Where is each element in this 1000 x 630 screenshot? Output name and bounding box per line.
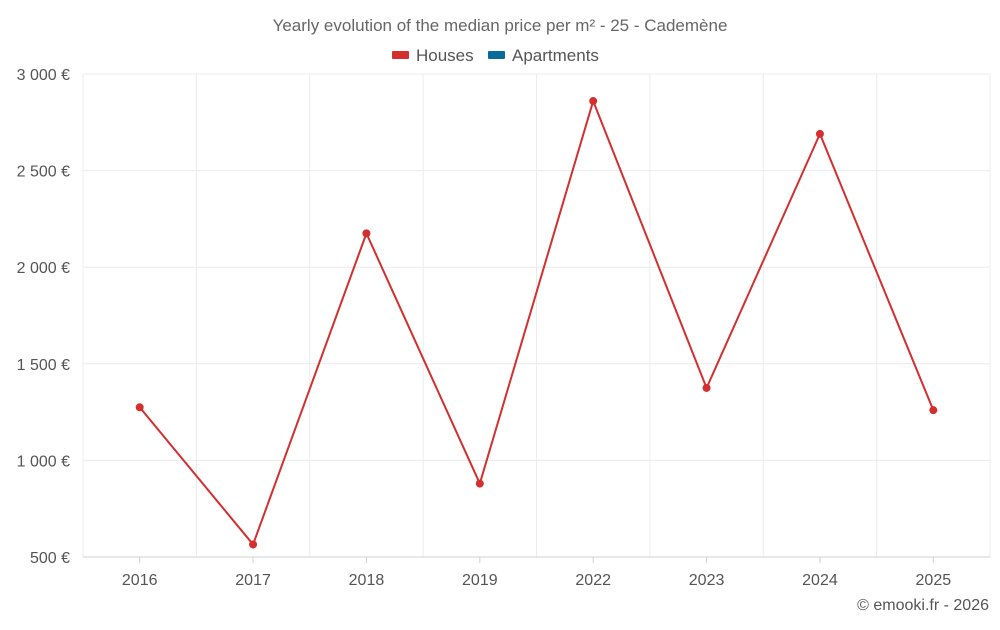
legend-label-apartments: Apartments xyxy=(512,46,599,65)
x-tick-label: 2025 xyxy=(916,572,952,589)
y-tick-label: 3 000 € xyxy=(17,67,70,84)
data-point-houses[interactable] xyxy=(589,97,598,106)
y-tick-label: 2 500 € xyxy=(17,164,70,181)
x-tick-label: 2022 xyxy=(575,572,611,589)
data-point-houses[interactable] xyxy=(362,229,371,238)
x-tick-label: 2024 xyxy=(802,572,838,589)
data-point-houses[interactable] xyxy=(249,540,258,549)
series-layer xyxy=(135,97,938,549)
x-tick-label: 2016 xyxy=(122,572,158,589)
legend-label-houses: Houses xyxy=(416,46,474,65)
data-point-houses[interactable] xyxy=(702,383,711,392)
y-tick-label: 2 000 € xyxy=(17,260,70,277)
data-point-houses[interactable] xyxy=(929,406,938,415)
legend-swatch-houses xyxy=(392,51,409,59)
credit-text: © emooki.fr - 2026 xyxy=(857,597,989,614)
legend-item-apartments[interactable]: Apartments xyxy=(488,46,599,65)
x-tick-label: 2019 xyxy=(462,572,498,589)
x-tick-label: 2023 xyxy=(689,572,725,589)
y-tick-label: 1 500 € xyxy=(17,357,70,374)
data-point-houses[interactable] xyxy=(135,403,144,412)
y-axis-ticks: 500 € 1 000 € 1 500 € 2 000 € 2 500 € 3 000 € xyxy=(17,67,70,567)
x-tick-label: 2018 xyxy=(349,572,385,589)
legend-item-houses[interactable]: Houses xyxy=(392,46,474,65)
x-axis-ticks: 2016 2017 2018 2019 2022 2023 2024 2025 xyxy=(122,557,951,589)
data-point-houses[interactable] xyxy=(475,479,484,488)
grid xyxy=(82,73,991,557)
y-tick-label: 1 000 € xyxy=(17,453,70,470)
y-tick-label: 500 € xyxy=(30,550,70,567)
x-tick-label: 2017 xyxy=(235,572,271,589)
legend[interactable]: Houses Apartments xyxy=(392,46,599,65)
legend-swatch-apartments xyxy=(488,51,505,59)
series-line-houses xyxy=(138,100,935,546)
data-point-houses[interactable] xyxy=(815,129,824,138)
chart-title: Yearly evolution of the median price per… xyxy=(273,16,728,35)
